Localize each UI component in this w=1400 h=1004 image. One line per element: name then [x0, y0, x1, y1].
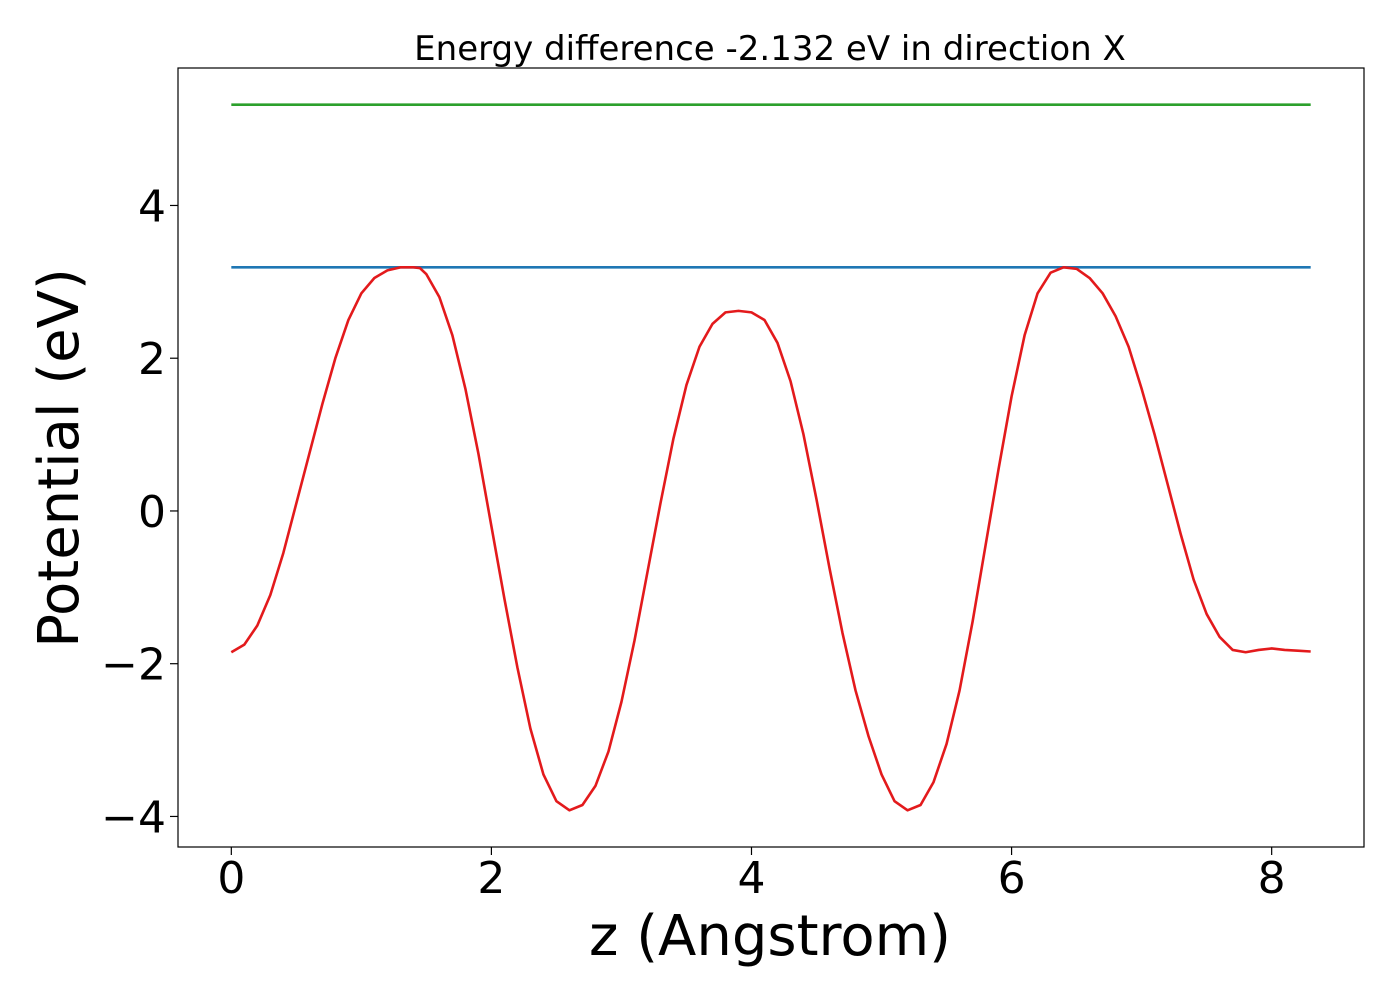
y-tick-label: 4 — [138, 181, 166, 232]
x-tick-label: 0 — [217, 853, 245, 904]
x-tick-label: 2 — [477, 853, 505, 904]
x-axis-ticks: 0 2 4 6 8 — [217, 847, 1286, 904]
y-tick-label: −4 — [101, 792, 166, 843]
y-axis-label: Potential (eV) — [27, 268, 92, 648]
x-tick-label: 8 — [1258, 853, 1286, 904]
x-axis-label: z (Angstrom) — [589, 904, 951, 969]
chart-title: Energy difference -2.132 eV in direction… — [414, 29, 1126, 69]
y-tick-label: 2 — [138, 334, 166, 385]
series-layer — [230, 103, 1311, 812]
series-line-3 — [230, 266, 1311, 812]
y-axis-ticks: −4 −2 0 2 4 — [101, 181, 178, 843]
x-tick-label: 4 — [737, 853, 765, 904]
plot-area: 0 2 4 6 8 −4 −2 0 2 4 — [101, 67, 1365, 904]
x-tick-label: 6 — [998, 853, 1026, 904]
y-tick-label: 0 — [138, 487, 166, 538]
y-tick-label: −2 — [101, 640, 166, 691]
plot-frame — [177, 67, 1365, 848]
